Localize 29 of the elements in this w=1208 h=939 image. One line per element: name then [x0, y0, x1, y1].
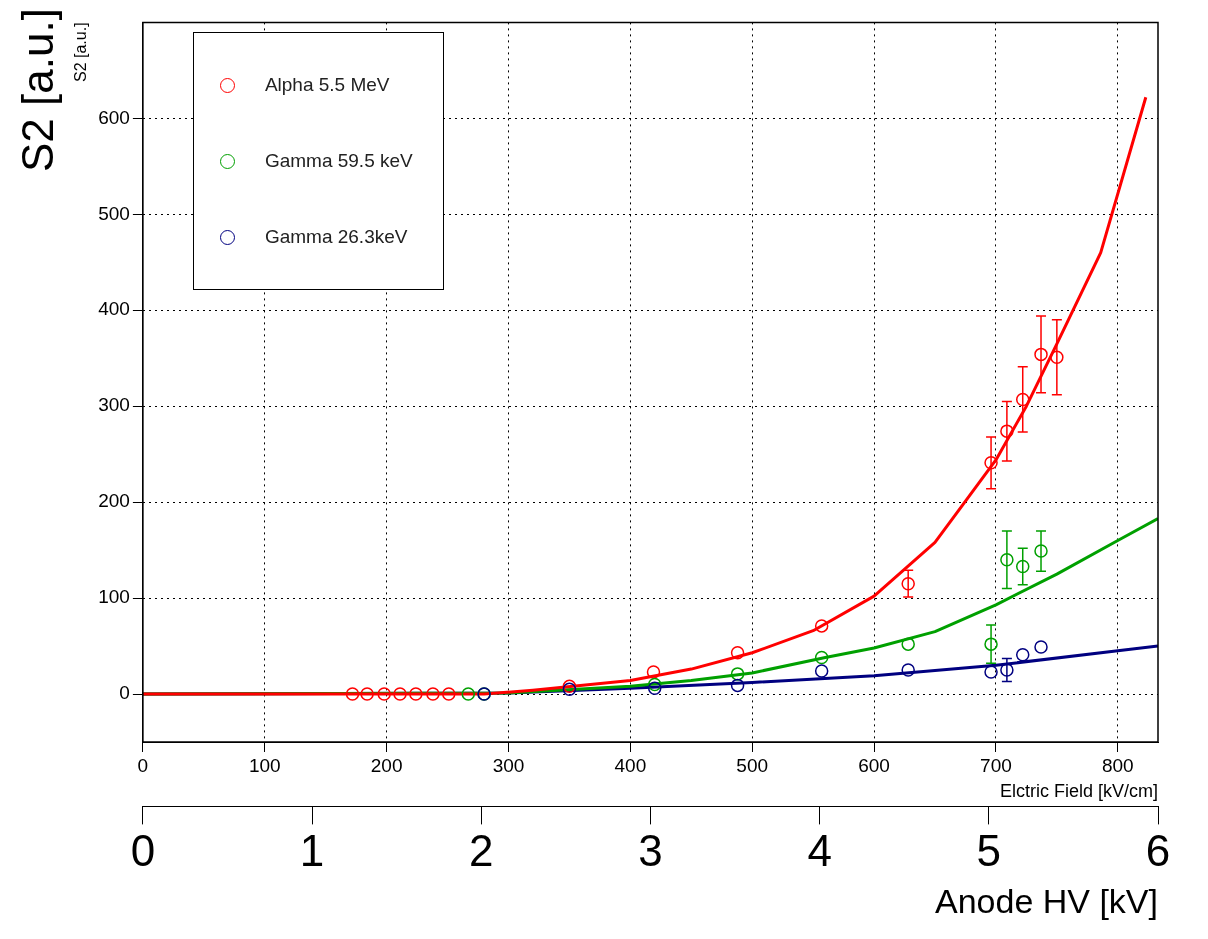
x-tick-label: 800: [1101, 754, 1134, 776]
x2-axis-title: Anode HV [kV]: [934, 881, 1158, 920]
y-tick-label: 500: [98, 202, 130, 224]
x-tick-label: 400: [614, 754, 647, 776]
y-tick-label: 600: [98, 106, 130, 128]
legend-label: Alpha 5.5 MeV: [264, 74, 390, 97]
y-axis-title: S2 [a.u.]: [72, 22, 90, 82]
x-axis-title: Elctric Field [kV/cm]: [999, 780, 1158, 801]
x-tick-label: 500: [736, 754, 769, 776]
x2-tick-label: 4: [807, 825, 832, 875]
x2-tick-label: 5: [976, 825, 1002, 875]
legend-label: Gamma 26.3keV: [264, 226, 408, 249]
x2-tick-label: 3: [638, 825, 663, 875]
x-tick-label: 700: [980, 754, 1012, 776]
x-tick-label: 200: [370, 754, 403, 776]
x-tick-label: 0: [137, 754, 149, 776]
y-tick-label: 200: [98, 490, 130, 512]
y-tick-label: 0: [119, 682, 130, 704]
y-tick-label: 100: [98, 586, 130, 608]
text: S2 [a.u.]: [13, 8, 63, 174]
x2-tick-label: 6: [1145, 825, 1171, 875]
y-tick-label: 300: [98, 394, 130, 416]
x-tick-label: 100: [248, 754, 281, 776]
x-tick-label: 600: [858, 754, 890, 776]
y-tick-label: 400: [98, 298, 130, 320]
x2-tick-label: 1: [299, 825, 325, 875]
x2-tick-label: 2: [469, 825, 494, 875]
x-tick-label: 300: [492, 754, 525, 776]
legend-label: Gamma 59.5 keV: [264, 150, 413, 173]
